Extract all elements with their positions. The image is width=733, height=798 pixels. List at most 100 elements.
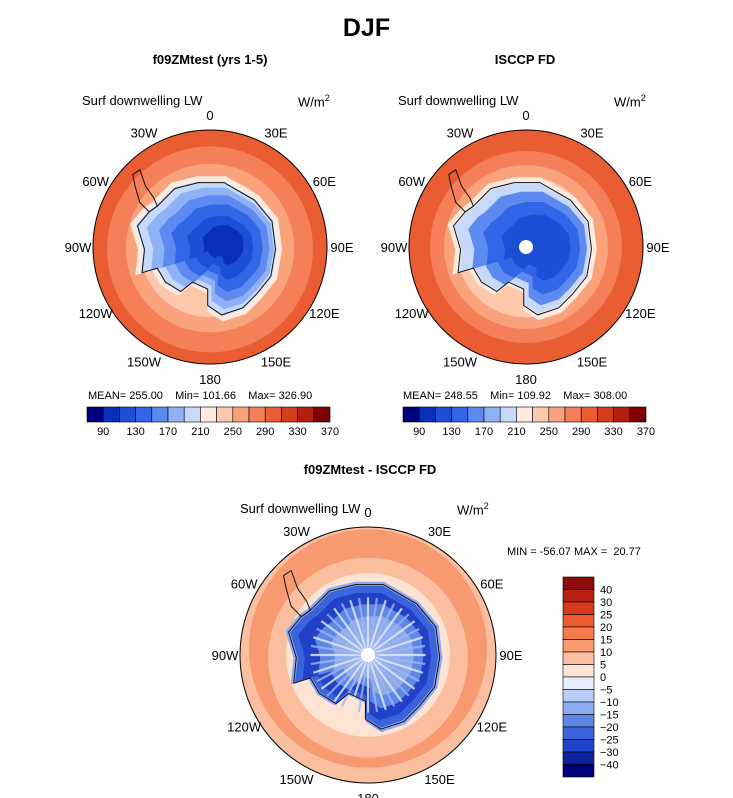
figure-title: DJF xyxy=(342,14,391,42)
map2-peninsula-coastline xyxy=(448,169,475,213)
cbar2-swatch xyxy=(564,406,582,423)
panel-1-stats: MEAN= 255.00 Min= 101.66 Max= 326.90 xyxy=(88,390,313,402)
cbar1-swatch xyxy=(183,406,201,423)
cbar2-tick-label: 290 xyxy=(572,426,590,438)
map3-streak xyxy=(357,654,370,713)
cbar1-swatch xyxy=(135,406,153,423)
cbar2-swatch xyxy=(483,406,501,423)
map3-streak xyxy=(312,653,369,674)
map1-lon-label: 90W xyxy=(65,240,92,255)
cbar3-tick-label: −40 xyxy=(600,760,619,772)
map1-lon-label: 150W xyxy=(127,354,162,369)
map3-streak xyxy=(367,654,416,690)
cbar3-tick-label: −20 xyxy=(600,722,619,734)
cbar2-tick-label: 170 xyxy=(475,426,493,438)
cbar3-swatch xyxy=(562,601,595,615)
map3-streak xyxy=(326,613,369,656)
panel-2-map: 0 30E 60E 90E 120E 150E 180 150W 120W 90W 60W 30W xyxy=(381,108,670,387)
cbar1-swatch xyxy=(313,406,331,423)
cbar3-swatch xyxy=(562,689,595,703)
cbar2-swatch xyxy=(532,406,550,423)
map2-lon-label: 60W xyxy=(398,174,425,189)
cbar1-tick-label: 250 xyxy=(224,426,242,438)
cbar1-swatch xyxy=(264,406,282,423)
panel-2-title: ISCCP FD xyxy=(494,52,556,67)
map3-streak xyxy=(320,654,369,690)
map1-lon-label: 120W xyxy=(79,306,114,321)
map3-streak xyxy=(333,607,369,656)
map3-streak xyxy=(349,599,370,656)
cbar3-swatch xyxy=(562,714,595,728)
map2-lon-label: 60E xyxy=(629,174,652,189)
map3-streak xyxy=(312,636,369,657)
cbar3-tick-label: −30 xyxy=(600,747,619,759)
cbar3-swatch xyxy=(562,626,595,640)
map1-lon-label: 90E xyxy=(330,240,353,255)
map2-contour-band xyxy=(501,214,571,281)
panel-1-colorbar: 90 130 170 210 250 290 330 370 xyxy=(86,406,339,438)
cbar2-tick-label: 90 xyxy=(413,426,425,438)
panel-3-variable: Surf downwelling LW xyxy=(240,501,361,516)
cbar1-swatch xyxy=(216,406,234,423)
panel-3-units: W/m2 xyxy=(457,501,489,518)
map3-streak xyxy=(367,654,403,703)
cbar2-swatch xyxy=(435,406,452,423)
map3-streak xyxy=(326,654,369,697)
cbar3-tick-label: 40 xyxy=(600,585,612,597)
map3-streak xyxy=(316,627,369,656)
map1-lon-label: 180 xyxy=(199,372,221,387)
map3-streak xyxy=(310,653,369,666)
cbar2-tick-label: 330 xyxy=(604,426,622,438)
cbar1-swatch xyxy=(167,406,185,423)
panel-1-variable: Surf downwelling LW xyxy=(82,93,203,108)
cbar3-tick-label: 15 xyxy=(600,635,612,647)
cbar2-swatch xyxy=(629,406,647,423)
map1-map-border xyxy=(92,129,328,365)
cbar1-tick-label: 210 xyxy=(191,426,209,438)
map3-lon-label: 120W xyxy=(227,720,262,735)
cbar3-swatch xyxy=(562,614,595,628)
cbar1-swatch xyxy=(232,406,250,423)
cbar2-swatch xyxy=(418,406,436,423)
map2-lon-label: 30E xyxy=(580,126,603,141)
cbar2-swatch xyxy=(499,406,517,423)
cbar2-swatch xyxy=(516,406,533,423)
map2-lon-label: 90W xyxy=(381,240,408,255)
cbar3-swatch xyxy=(562,751,595,765)
map3-streak xyxy=(367,653,426,666)
cbar2-swatch xyxy=(597,406,614,423)
map3-streak xyxy=(316,654,369,683)
panel-2-units: W/m2 xyxy=(614,93,646,110)
panel-2-stats: MEAN= 248.55 Min= 109.92 Max= 308.00 xyxy=(403,390,628,402)
panel-3-title: f09ZMtest - ISCCP FD xyxy=(303,462,437,477)
map2-lon-label: 120E xyxy=(625,306,656,321)
cbar3-swatch xyxy=(562,576,595,590)
cbar1-swatch xyxy=(119,406,136,423)
map1-lon-label: 60W xyxy=(82,174,109,189)
cbar3-swatch xyxy=(562,676,595,690)
map3-streak xyxy=(333,654,369,703)
map3-streak xyxy=(367,654,420,683)
cbar2-tick-label: 250 xyxy=(540,426,558,438)
map3-pole-hole xyxy=(361,648,375,662)
map3-streak xyxy=(367,603,396,656)
map3-streak xyxy=(310,644,369,657)
cbar1-swatch xyxy=(200,406,217,423)
cbar1-tick-label: 130 xyxy=(126,426,144,438)
cbar3-tick-label: 10 xyxy=(600,647,612,659)
map3-lon-label: 30E xyxy=(428,524,451,539)
map3-streak xyxy=(367,607,403,656)
cbar1-swatch xyxy=(102,406,120,423)
cbar1-tick-label: 170 xyxy=(159,426,177,438)
map3-streak xyxy=(340,603,369,656)
panel-2-colorbar: 90 130 170 210 250 290 330 370 xyxy=(402,406,655,438)
cbar3-tick-label: −10 xyxy=(600,697,619,709)
cbar2-swatch xyxy=(467,406,485,423)
map2-lon-label: 90E xyxy=(646,240,669,255)
cbar3-tick-label: 25 xyxy=(600,610,612,622)
cbar2-tick-label: 130 xyxy=(442,426,460,438)
cbar2-swatch xyxy=(402,406,420,423)
map3-streak xyxy=(366,597,379,656)
map3-streak xyxy=(340,654,369,707)
map1-lon-label: 60E xyxy=(313,174,336,189)
